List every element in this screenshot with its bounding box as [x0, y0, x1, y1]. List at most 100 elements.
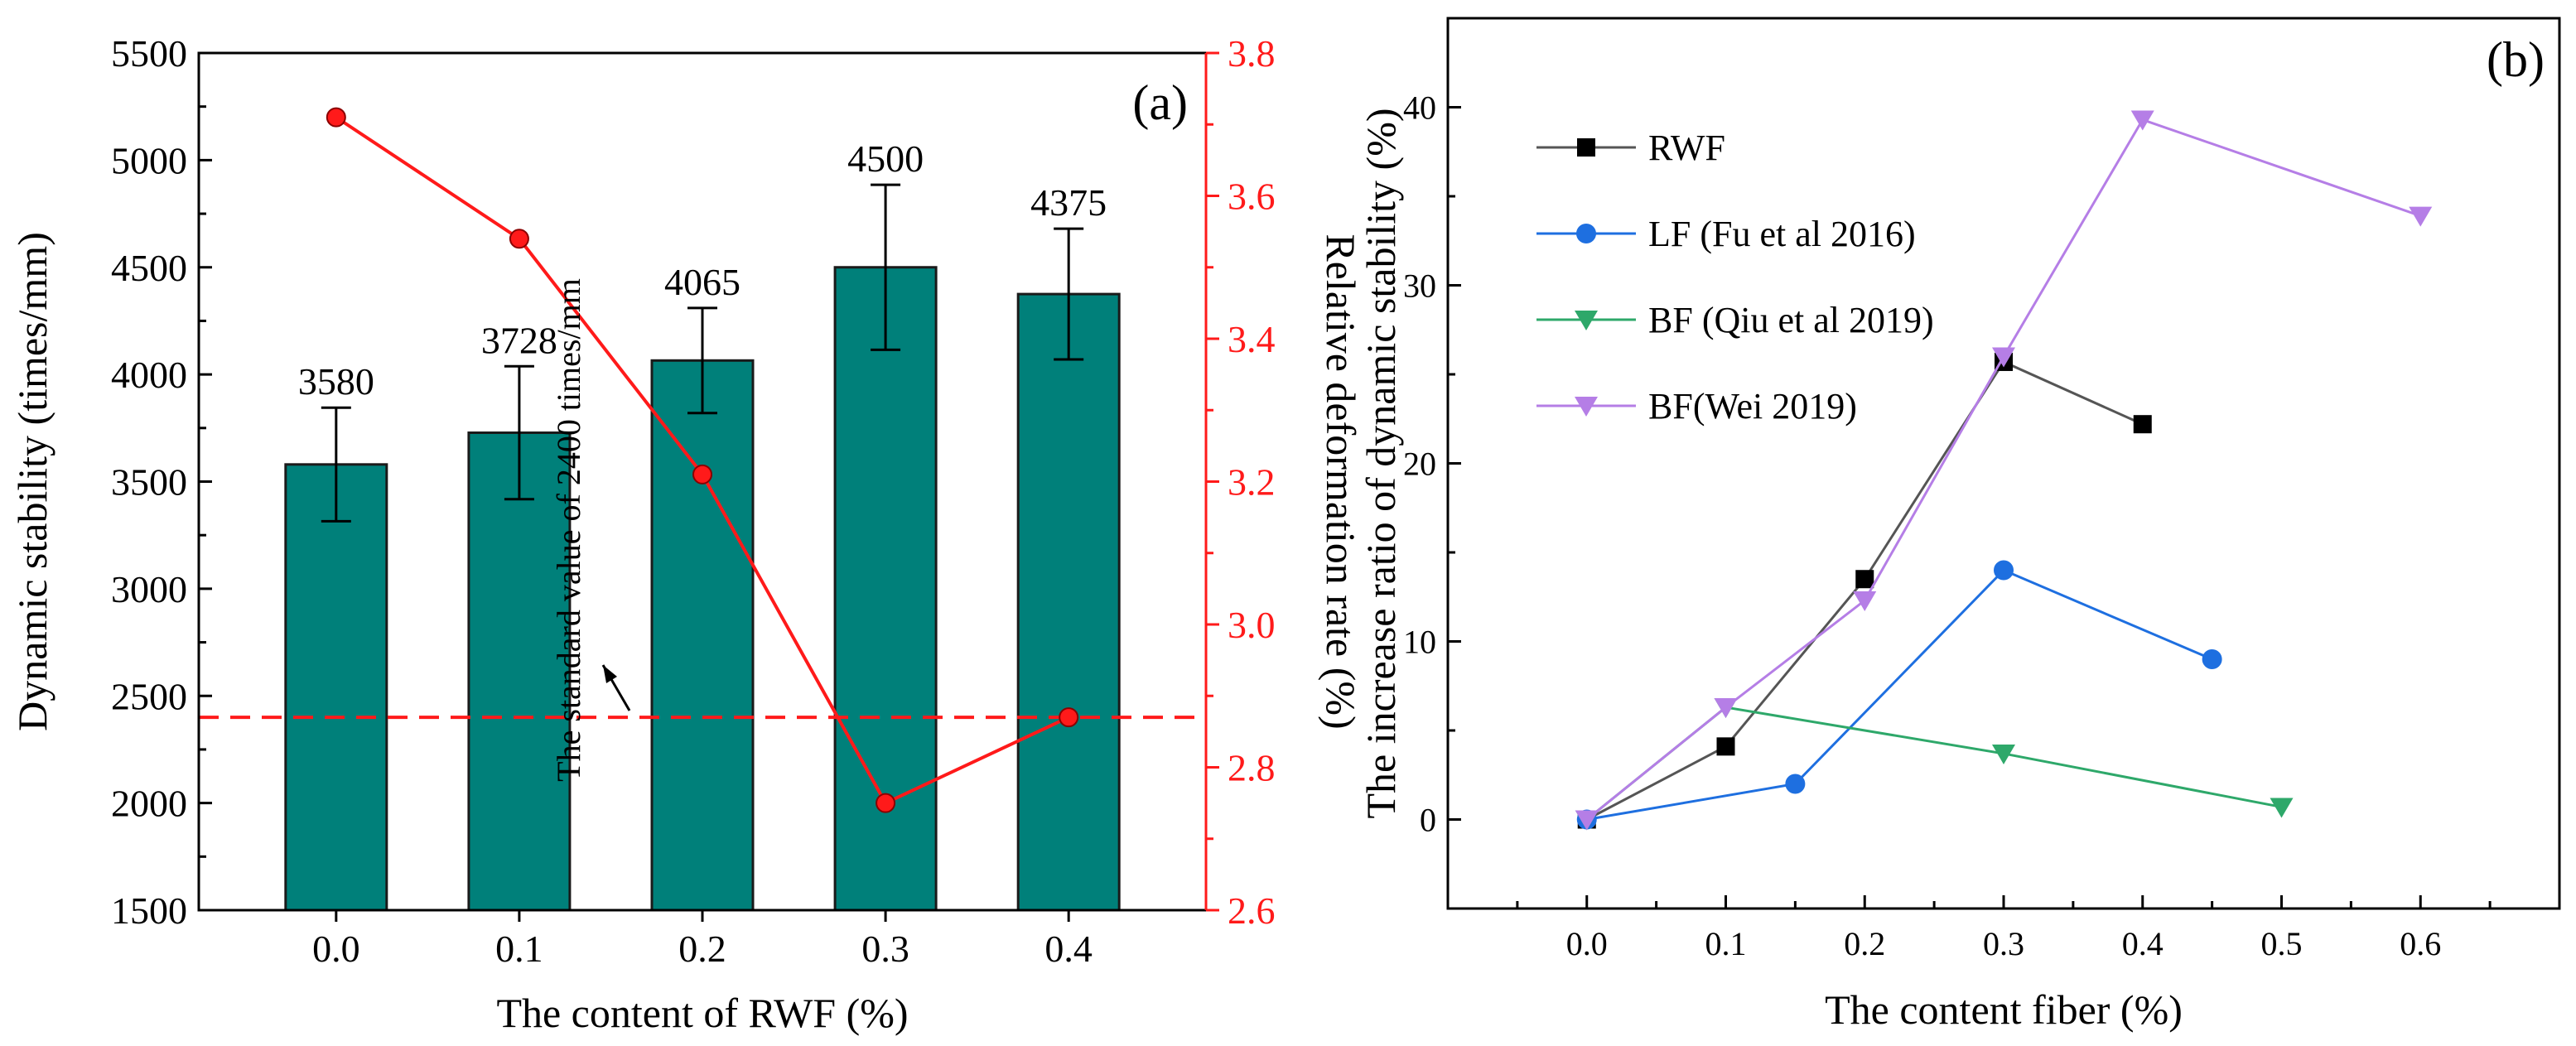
y-tick-label: 30	[1403, 268, 1436, 305]
y-tick-label: 0	[1420, 802, 1436, 839]
y-tick-label: 1500	[111, 889, 187, 932]
marker-triangle	[1992, 744, 2015, 764]
reference-arrow	[601, 664, 631, 711]
legend-label: BF(Wei 2019)	[1648, 386, 1857, 427]
marker-triangle	[2130, 110, 2154, 131]
marker-circle	[2202, 649, 2222, 669]
bar-value-labels: 3580 3728 4065 4500 4375	[298, 137, 1107, 402]
y2-tick-label: 3.6	[1228, 176, 1276, 218]
y-tick-label: 2000	[111, 783, 187, 825]
y2-tick-label: 2.6	[1228, 889, 1276, 932]
legend: RWF LF (Fu et al 2016) BF (Qiu et al 2019)…	[1536, 128, 1934, 427]
y-tick-label: 4000	[111, 354, 187, 396]
x-tick-label: 0.4	[1044, 928, 1093, 970]
deformation-point	[692, 464, 712, 484]
y-axis-right-ticks: 2.6 2.8 3.0 3.2 3.4 3.6 3.8	[1204, 32, 1276, 932]
panel-label-a: (a)	[1132, 75, 1188, 130]
x-tick-label: 0.1	[495, 928, 543, 970]
legend-item: BF(Wei 2019)	[1536, 386, 1857, 427]
y2-tick-label: 3.8	[1228, 32, 1276, 75]
x-axis-ticks-a: 0.0 0.1 0.2 0.3 0.4	[312, 910, 1093, 970]
bar-value-label: 3728	[481, 319, 557, 361]
bar	[650, 359, 755, 912]
bar-value-label: 4500	[847, 137, 924, 180]
deformation-point	[326, 107, 346, 128]
x-tick-label: 0.4	[2122, 925, 2164, 962]
y2-tick-label: 3.2	[1228, 461, 1276, 504]
marker-triangle	[2409, 206, 2433, 227]
deformation-point	[1059, 707, 1079, 728]
marker-triangle	[1575, 397, 1598, 417]
y-tick-label: 5500	[111, 32, 187, 75]
y-tick-label: 5000	[111, 139, 187, 181]
bar	[1016, 292, 1121, 912]
deformation-point	[509, 229, 529, 249]
bar	[833, 266, 938, 912]
series-bf-wei-2019-	[1575, 110, 2433, 831]
x-tick-label: 0.1	[1705, 925, 1747, 962]
legend-label: BF (Qiu et al 2019)	[1648, 300, 1934, 340]
y-axis-ticks-b: 0 10 20 30 40	[1403, 17, 1461, 910]
y-tick-label: 3000	[111, 568, 187, 610]
x-tick-label: 0.6	[2400, 925, 2441, 962]
error-bars	[321, 183, 1084, 523]
y-tick-label: 10	[1403, 624, 1436, 661]
marker-circle	[1576, 224, 1596, 243]
legend-item: BF (Qiu et al 2019)	[1536, 300, 1934, 340]
chart-panel-b: 0 10 20 30 40 0.0 0.1 0.2 0.3 0.4 0.5 0.6 RWF LF (F…	[1358, 17, 2561, 1033]
series-line	[1586, 568, 2213, 821]
y-axis-title-left: Dynamic stability (times/mm)	[9, 232, 55, 731]
bar-value-label: 4065	[664, 261, 740, 303]
x-tick-label: 0.0	[1566, 925, 1608, 962]
marker-triangle	[1575, 810, 1599, 831]
deformation-point	[876, 793, 896, 813]
panel-label-b: (b)	[2487, 32, 2545, 87]
x-tick-label: 0.3	[1983, 925, 2024, 962]
x-tick-label: 0.5	[2261, 925, 2303, 962]
x-axis-ticks-b: 0.0 0.1 0.2 0.3 0.4 0.5 0.6	[1516, 895, 2492, 962]
reference-line-label: The standard value of 2400 times/mm	[550, 278, 587, 782]
plot-frame-b	[1446, 17, 2561, 910]
y-tick-label: 20	[1403, 446, 1436, 483]
bar	[284, 463, 388, 912]
x-tick-label: 0.3	[861, 928, 909, 970]
series-bf-qiu-et-al-2019-	[1575, 698, 2294, 831]
chart-panel-a: 3580 3728 4065 4500 4375 1500 2000 2500 3000 350…	[9, 32, 1364, 1036]
y-tick-label: 3500	[111, 461, 187, 504]
line-series-group	[1575, 110, 2433, 831]
legend-label: RWF	[1648, 128, 1725, 168]
marker-triangle	[1714, 698, 1738, 719]
y-axis-title-right: Relative deformation rate (%)	[1318, 234, 1364, 729]
series-lf-fu-et-al-2016-	[1576, 560, 2222, 830]
series-line	[1585, 118, 2421, 821]
x-tick-label: 0.0	[312, 928, 360, 970]
y-tick-label: 2500	[111, 675, 187, 717]
x-tick-label: 0.2	[678, 928, 726, 970]
y2-tick-label: 2.8	[1228, 747, 1276, 789]
marker-square	[1855, 570, 1874, 589]
marker-square	[1577, 138, 1595, 157]
marker-triangle	[1853, 591, 1877, 612]
y2-tick-label: 3.4	[1228, 318, 1276, 360]
legend-item: LF (Fu et al 2016)	[1536, 214, 1916, 254]
bar	[467, 431, 572, 912]
marker-circle	[1785, 774, 1806, 794]
marker-triangle	[2270, 798, 2294, 818]
y2-tick-label: 3.0	[1228, 604, 1276, 646]
marker-circle	[1994, 560, 2014, 581]
y-axis-title-b: The increase ratio of dynamic stability …	[1358, 108, 1404, 818]
arrow-head	[603, 665, 617, 683]
bar-value-label: 3580	[298, 360, 374, 402]
x-tick-label: 0.2	[1844, 925, 1885, 962]
x-axis-title-a: The content of RWF (%)	[496, 990, 908, 1036]
marker-square	[1716, 737, 1735, 756]
marker-square	[2133, 415, 2152, 434]
y-axis-left-ticks: 1500 2000 2500 3000 3500 4000 4500 5000 5500	[111, 32, 212, 932]
deformation-line-series	[326, 107, 1079, 813]
legend-label: LF (Fu et al 2016)	[1648, 214, 1916, 254]
y-tick-label: 40	[1403, 89, 1436, 127]
y-tick-label: 4500	[111, 247, 187, 289]
x-axis-title-b: The content fiber (%)	[1825, 986, 2183, 1033]
marker-triangle	[1992, 347, 2015, 368]
